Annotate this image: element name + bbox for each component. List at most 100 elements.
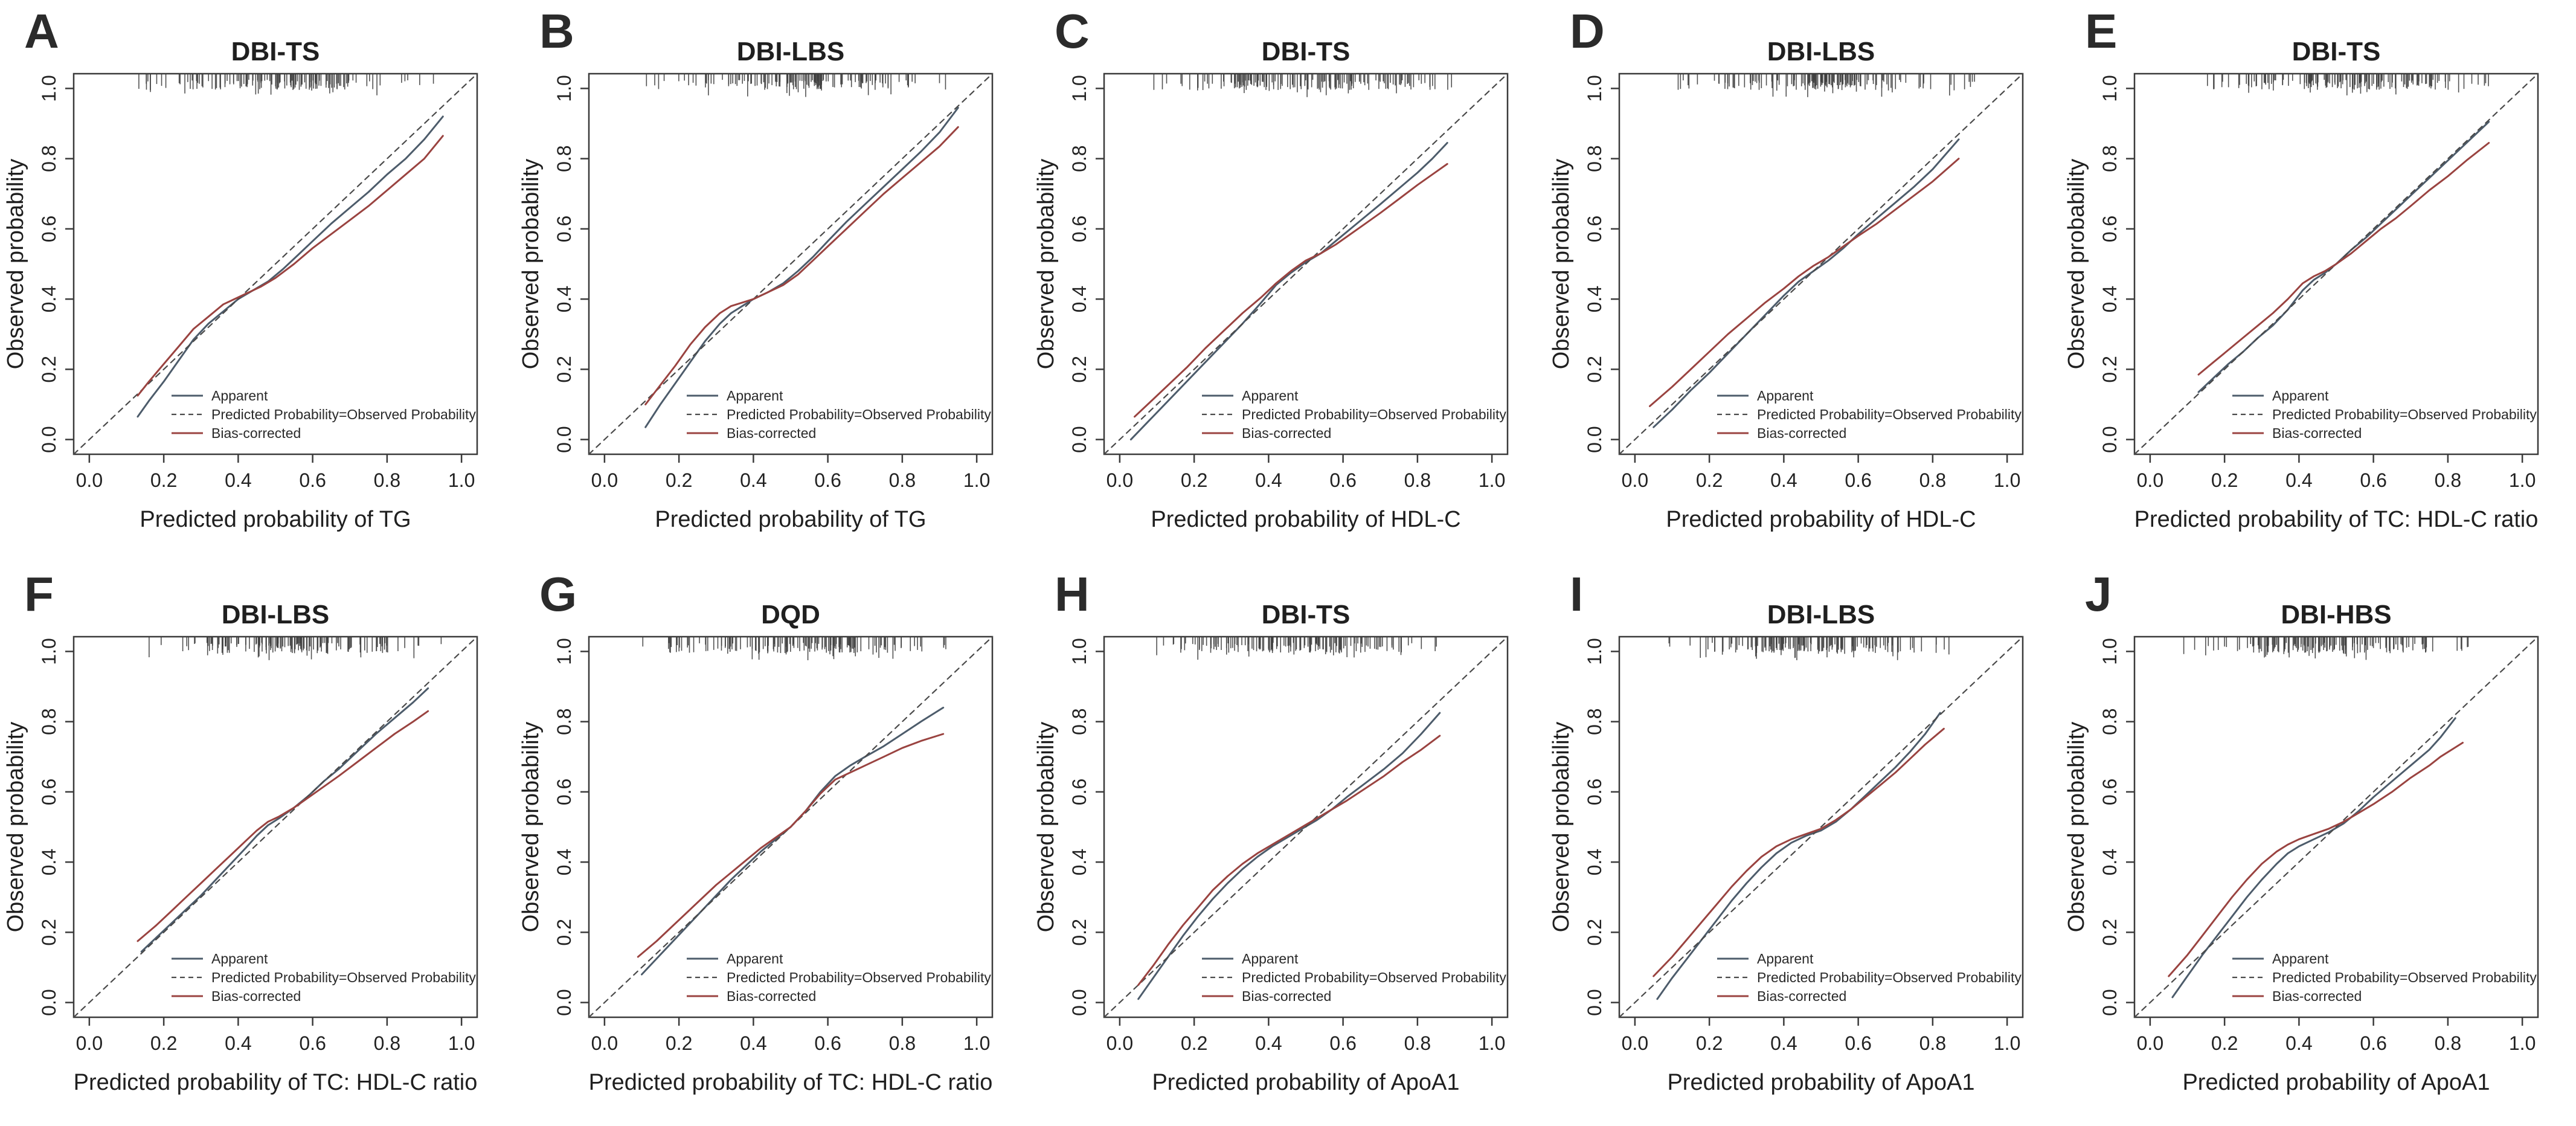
y-tick-label: 0.0 <box>2099 426 2121 452</box>
y-axis-label: Observed probability <box>518 159 544 370</box>
x-tick-label: 1.0 <box>448 469 475 491</box>
x-tick-label: 0.0 <box>76 1032 103 1054</box>
calibration-panel: I DBI-LBS 0.0 0.0 0.2 0.2 0.4 0.4 0.6 0.6 0.8 0.8 1.… <box>1546 563 2061 1126</box>
y-tick-label: 0.2 <box>1584 356 1605 382</box>
x-tick-label: 0.6 <box>814 469 841 491</box>
legend-label: Apparent <box>2272 388 2329 404</box>
legend: Apparent Predicted Probability=Observed P… <box>172 951 476 1004</box>
legend: Apparent Predicted Probability=Observed P… <box>687 951 991 1004</box>
x-tick-label: 0.0 <box>2137 1032 2163 1054</box>
apparent-curve <box>641 706 945 976</box>
axis-ticks: 0.0 0.0 0.2 0.2 0.4 0.4 0.6 0.6 0.8 0.8 1.0 1.0 <box>1584 638 2020 1054</box>
plot-svg: DQD 0.0 0.0 0.2 0.2 0.4 0.4 0.6 0.6 0.8 0.8 1.0 1.0 P… <box>518 600 994 1095</box>
x-tick-label: 0.8 <box>1919 1032 1946 1054</box>
plot-box <box>72 72 478 455</box>
y-tick-label: 0.0 <box>553 989 575 1015</box>
panel-letter: H <box>1055 567 1090 621</box>
apparent-curve <box>140 687 429 953</box>
panel-title: DBI-LBS <box>222 600 329 629</box>
legend-label: Apparent <box>211 951 268 967</box>
axis-ticks: 0.0 0.0 0.2 0.2 0.4 0.4 0.6 0.6 0.8 0.8 1.0 1.0 <box>2099 638 2536 1054</box>
x-axis-label: Predicted probability of TC: HDL-C ratio <box>2134 507 2539 532</box>
plot-svg: DBI-TS 0.0 0.0 0.2 0.2 0.4 0.4 0.6 0.6 0.8 0.8 1.0 1… <box>1033 600 1509 1095</box>
y-tick-label: 0.4 <box>1584 286 1605 312</box>
legend-label: Bias-corrected <box>211 425 301 441</box>
y-tick-label: 1.0 <box>553 638 575 664</box>
reference-line <box>1103 635 1509 1018</box>
y-axis-label: Observed probability <box>3 159 28 370</box>
x-tick-label: 0.0 <box>1107 1032 1133 1054</box>
y-tick-label: 1.0 <box>1068 638 1090 664</box>
x-tick-label: 0.6 <box>299 469 326 491</box>
plot-box <box>1618 72 2024 455</box>
plot-box <box>2133 635 2539 1018</box>
y-tick-label: 0.4 <box>38 849 60 875</box>
y-tick-label: 1.0 <box>553 75 575 101</box>
y-tick-label: 0.4 <box>2099 286 2121 312</box>
panel-letter: B <box>539 4 574 58</box>
calibration-panel: E DBI-TS 0.0 0.0 0.2 0.2 0.4 0.4 0.6 0.6 0.8 0.8 1.0… <box>2061 0 2576 563</box>
x-tick-label: 0.8 <box>374 469 400 491</box>
y-axis-label: Observed probability <box>518 722 544 933</box>
y-tick-label: 1.0 <box>38 75 60 101</box>
legend-label: Predicted Probability=Observed Probabili… <box>1757 970 2022 985</box>
y-tick-label: 0.2 <box>1068 356 1090 382</box>
plot-svg: DBI-TS 0.0 0.0 0.2 0.2 0.4 0.4 0.6 0.6 0.8 0.8 1.0 1… <box>3 37 478 532</box>
plot-box <box>1103 72 1509 455</box>
x-tick-label: 0.2 <box>1181 469 1207 491</box>
y-tick-label: 1.0 <box>1068 75 1090 101</box>
legend: Apparent Predicted Probability=Observed P… <box>1202 951 1506 1004</box>
y-tick-label: 0.8 <box>1584 145 1605 172</box>
panel-letter: A <box>24 4 59 58</box>
y-tick-label: 0.8 <box>1068 708 1090 735</box>
x-tick-label: 0.6 <box>1329 1032 1356 1054</box>
y-axis-label: Observed probability <box>1033 722 1059 933</box>
legend-label: Bias-corrected <box>1757 988 1846 1004</box>
y-tick-label: 0.6 <box>38 779 60 805</box>
y-tick-label: 1.0 <box>38 638 60 664</box>
x-tick-label: 0.8 <box>2435 1032 2461 1054</box>
panel-title: DBI-HBS <box>2281 600 2391 629</box>
plot-box <box>588 635 994 1018</box>
rug-ticks <box>2206 74 2489 95</box>
x-tick-label: 1.0 <box>963 469 990 491</box>
y-tick-label: 0.2 <box>2099 919 2121 945</box>
x-tick-label: 0.0 <box>2137 469 2163 491</box>
x-axis-label: Predicted probability of TG <box>140 507 411 532</box>
legend-label: Bias-corrected <box>2272 425 2362 441</box>
calibration-panel: G DQD 0.0 0.0 0.2 0.2 0.4 0.4 0.6 0.6 0.8 0.8 1.0 1.0… <box>515 563 1030 1126</box>
plot-box <box>1103 635 1509 1018</box>
x-tick-label: 0.6 <box>2360 1032 2386 1054</box>
y-tick-label: 0.0 <box>1068 426 1090 452</box>
x-tick-label: 0.0 <box>591 469 618 491</box>
x-tick-label: 0.4 <box>1770 469 1797 491</box>
legend-label: Predicted Probability=Observed Probabili… <box>727 407 991 422</box>
legend: Apparent Predicted Probability=Observed P… <box>2232 388 2537 441</box>
axis-ticks: 0.0 0.0 0.2 0.2 0.4 0.4 0.6 0.6 0.8 0.8 1.0 1.0 <box>1584 75 2020 491</box>
x-tick-label: 1.0 <box>1479 469 1505 491</box>
y-tick-label: 0.8 <box>553 708 575 735</box>
x-tick-label: 0.2 <box>2211 1032 2238 1054</box>
legend: Apparent Predicted Probability=Observed P… <box>1717 388 2022 441</box>
legend-label: Bias-corrected <box>2272 988 2362 1004</box>
y-tick-label: 1.0 <box>1584 638 1605 664</box>
y-tick-label: 0.0 <box>2099 989 2121 1015</box>
legend-label: Predicted Probability=Observed Probabili… <box>2272 970 2537 985</box>
legend-label: Apparent <box>1757 388 1814 404</box>
axis-ticks: 0.0 0.0 0.2 0.2 0.4 0.4 0.6 0.6 0.8 0.8 1.0 1.0 <box>553 638 990 1054</box>
legend: Apparent Predicted Probability=Observed P… <box>2232 951 2537 1004</box>
x-tick-label: 0.2 <box>666 1032 692 1054</box>
x-axis-label: Predicted probability of TC: HDL-C ratio <box>589 1070 993 1095</box>
bias-corrected-curve <box>1653 727 1945 977</box>
legend: Apparent Predicted Probability=Observed P… <box>172 388 476 441</box>
panel-letter: D <box>1570 4 1605 58</box>
apparent-curve <box>1137 712 1441 1000</box>
x-tick-label: 0.4 <box>225 1032 251 1054</box>
y-tick-label: 0.2 <box>553 919 575 945</box>
axis-ticks: 0.0 0.0 0.2 0.2 0.4 0.4 0.6 0.6 0.8 0.8 1.0 1.0 <box>1068 638 1505 1054</box>
plot-svg: DBI-HBS 0.0 0.0 0.2 0.2 0.4 0.4 0.6 0.6 0.8 0.8 1.0… <box>2064 600 2539 1095</box>
y-tick-label: 0.4 <box>1068 286 1090 312</box>
calibration-panel: H DBI-TS 0.0 0.0 0.2 0.2 0.4 0.4 0.6 0.6 0.8 0.8 1.0… <box>1030 563 1546 1126</box>
bias-corrected-curve <box>1649 158 1960 407</box>
